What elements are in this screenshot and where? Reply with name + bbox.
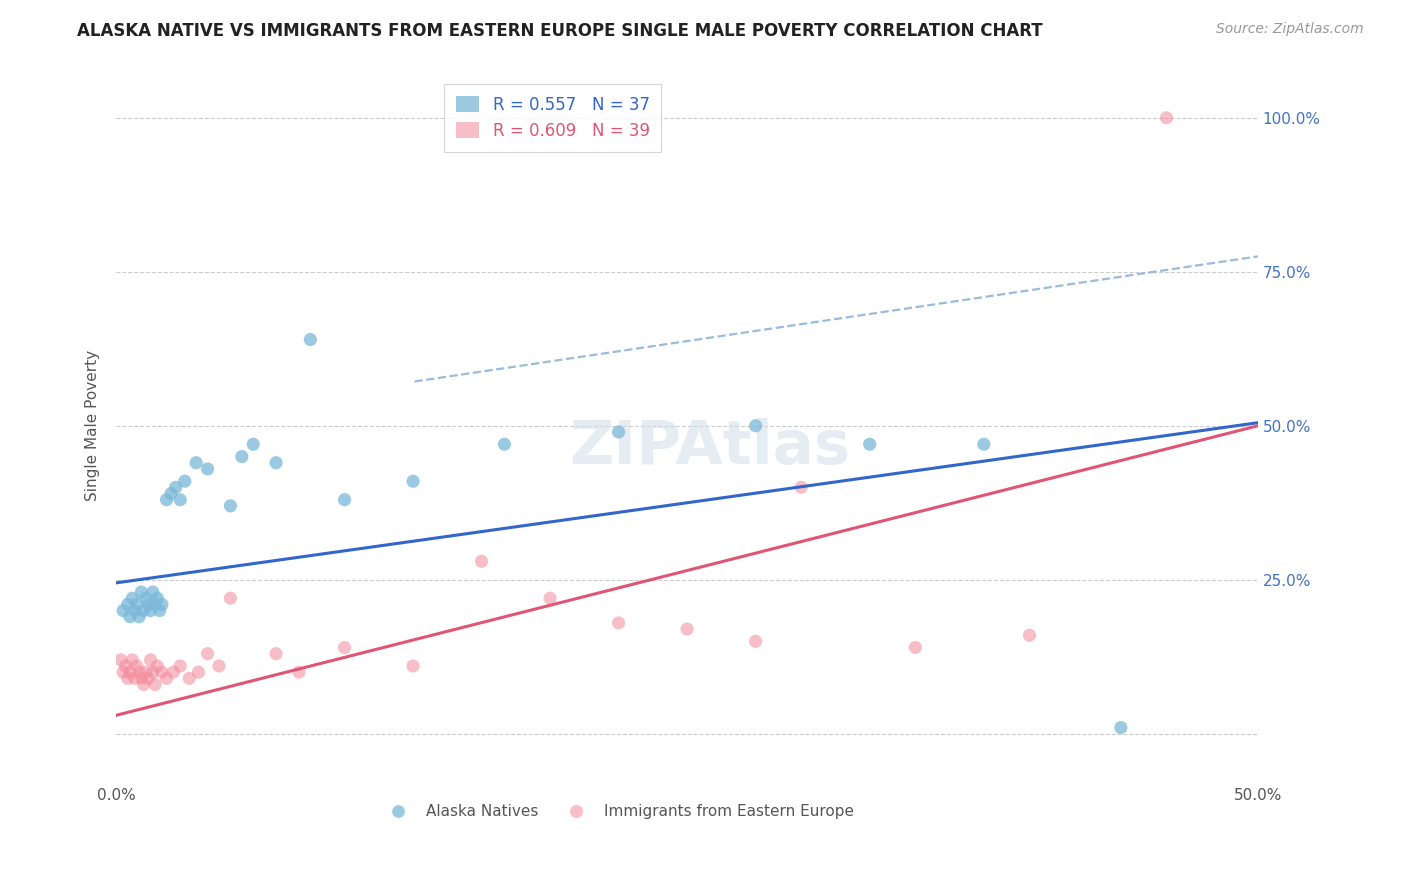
- Point: [142, 665, 165, 680]
- Point: [197, 647, 219, 661]
- Point: [150, 598, 173, 612]
- Point: [165, 480, 187, 494]
- Point: [112, 603, 135, 617]
- Point: [208, 659, 231, 673]
- Point: [288, 665, 311, 680]
- Point: [121, 591, 143, 606]
- Legend: Alaska Natives, Immigrants from Eastern Europe: Alaska Natives, Immigrants from Eastern …: [377, 798, 860, 825]
- Point: [118, 665, 141, 680]
- Point: [128, 609, 150, 624]
- Point: [143, 598, 166, 612]
- Point: [143, 677, 166, 691]
- Point: [299, 333, 322, 347]
- Point: [264, 456, 287, 470]
- Point: [155, 492, 177, 507]
- Point: [146, 659, 169, 673]
- Point: [973, 437, 995, 451]
- Point: [135, 591, 157, 606]
- Text: Source: ZipAtlas.com: Source: ZipAtlas.com: [1216, 22, 1364, 37]
- Point: [121, 653, 143, 667]
- Point: [142, 585, 165, 599]
- Point: [264, 647, 287, 661]
- Point: [131, 585, 153, 599]
- Point: [139, 653, 162, 667]
- Point: [124, 671, 146, 685]
- Point: [187, 665, 209, 680]
- Point: [1018, 628, 1040, 642]
- Text: ZIPAtlas: ZIPAtlas: [569, 417, 851, 476]
- Point: [139, 603, 162, 617]
- Point: [744, 634, 766, 648]
- Point: [131, 671, 153, 685]
- Point: [114, 659, 136, 673]
- Point: [242, 437, 264, 451]
- Point: [676, 622, 699, 636]
- Point: [112, 665, 135, 680]
- Point: [402, 659, 425, 673]
- Point: [538, 591, 561, 606]
- Point: [169, 659, 191, 673]
- Point: [186, 456, 208, 470]
- Point: [124, 603, 146, 617]
- Point: [333, 492, 356, 507]
- Y-axis label: Single Male Poverty: Single Male Poverty: [86, 351, 100, 501]
- Point: [162, 665, 184, 680]
- Point: [471, 554, 494, 568]
- Point: [136, 671, 159, 685]
- Point: [110, 653, 132, 667]
- Point: [117, 598, 139, 612]
- Point: [150, 665, 173, 680]
- Point: [149, 603, 172, 617]
- Point: [169, 492, 191, 507]
- Point: [117, 671, 139, 685]
- Point: [219, 591, 242, 606]
- Point: [173, 474, 195, 488]
- Point: [125, 598, 148, 612]
- Point: [135, 665, 157, 680]
- Point: [155, 671, 177, 685]
- Point: [136, 598, 159, 612]
- Point: [607, 425, 630, 439]
- Point: [128, 665, 150, 680]
- Point: [219, 499, 242, 513]
- Point: [904, 640, 927, 655]
- Point: [402, 474, 425, 488]
- Point: [494, 437, 516, 451]
- Point: [132, 677, 155, 691]
- Point: [333, 640, 356, 655]
- Point: [160, 486, 183, 500]
- Point: [125, 659, 148, 673]
- Point: [790, 480, 813, 494]
- Point: [146, 591, 169, 606]
- Point: [1109, 721, 1132, 735]
- Point: [744, 418, 766, 433]
- Point: [859, 437, 882, 451]
- Point: [1156, 111, 1178, 125]
- Point: [132, 603, 155, 617]
- Text: ALASKA NATIVE VS IMMIGRANTS FROM EASTERN EUROPE SINGLE MALE POVERTY CORRELATION : ALASKA NATIVE VS IMMIGRANTS FROM EASTERN…: [77, 22, 1043, 40]
- Point: [179, 671, 201, 685]
- Point: [607, 615, 630, 630]
- Point: [118, 609, 141, 624]
- Point: [197, 462, 219, 476]
- Point: [231, 450, 253, 464]
